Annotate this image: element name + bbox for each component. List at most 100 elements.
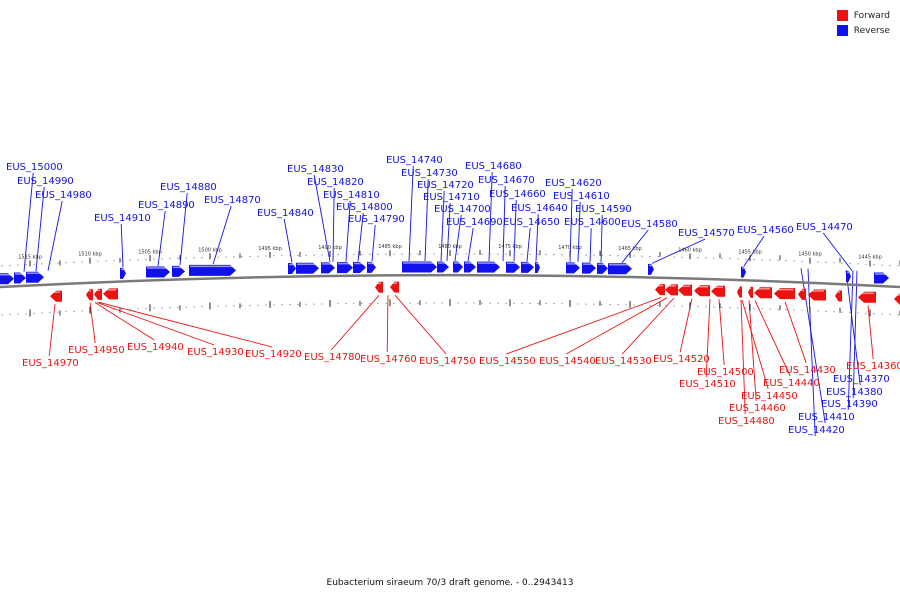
gene-body (477, 261, 500, 273)
leader-lines (23, 165, 874, 437)
scale-label: 1465 kbp (618, 246, 642, 252)
minor-tick (841, 262, 843, 264)
minor-tick (601, 303, 603, 305)
minor-tick (889, 264, 891, 267)
minor-tick (801, 309, 803, 311)
minor-tick (321, 254, 323, 256)
forward-gene (798, 288, 806, 300)
scale-label: 1480 kbp (438, 244, 462, 250)
minor-tick (225, 305, 227, 307)
reverse-leader-line (600, 214, 603, 263)
minor-tick (657, 256, 659, 258)
reverse-gene (874, 272, 889, 284)
minor-tick (17, 264, 19, 266)
minor-tick (65, 262, 67, 264)
minor-tick (729, 307, 731, 309)
minor-tick (81, 261, 83, 263)
gene-body (835, 290, 842, 302)
reverse-gene (0, 273, 14, 285)
reverse-leader-line (743, 235, 765, 267)
gene-body (858, 291, 876, 303)
minor-tick (889, 313, 891, 316)
caption: Eubacterium siraeum 70/3 draft genome. -… (326, 578, 574, 588)
minor-tick (705, 257, 707, 259)
minor-tick (753, 307, 755, 310)
reverse-gene-label: EUS_15000 (6, 162, 63, 173)
reverse-gene-label: EUS_14830 (287, 164, 344, 175)
minor-tick (721, 257, 723, 259)
forward-gene (711, 285, 725, 297)
reverse-gene (597, 262, 608, 274)
reverse-gene-label: EUS_14870 (204, 195, 261, 206)
minor-tick (785, 309, 787, 311)
gene-body (754, 287, 772, 299)
backbone-line (0, 273, 900, 289)
gene-body (737, 286, 742, 298)
forward-leader-line (394, 294, 447, 355)
reverse-leader-line (47, 200, 63, 271)
reverse-gene-label: EUS_14570 (678, 228, 735, 239)
reverse-leader-line (513, 199, 517, 262)
forward-gene-label: EUS_14930 (187, 347, 244, 358)
minor-tick (425, 253, 427, 255)
minor-tick (1, 265, 3, 267)
forward-gene-label: EUS_14550 (479, 356, 536, 367)
minor-tick (625, 255, 627, 257)
minor-tick (865, 263, 867, 265)
minor-tick (745, 258, 747, 260)
forward-gene (774, 288, 795, 300)
minor-tick (865, 312, 867, 314)
minor-tick (153, 258, 155, 260)
forward-gene (754, 287, 772, 299)
minor-tick (49, 262, 51, 265)
minor-tick (41, 312, 43, 314)
forward-gene (748, 286, 753, 298)
minor-tick (825, 261, 827, 263)
minor-tick (497, 253, 499, 255)
gene-body (648, 263, 654, 275)
forward-leader-line (867, 305, 874, 360)
minor-tick (337, 254, 339, 256)
reverse-leader-line (120, 223, 124, 268)
minor-tick (553, 303, 555, 305)
reverse-gene (353, 261, 366, 273)
minor-tick (241, 256, 243, 258)
minor-tick (881, 313, 883, 315)
minor-tick (377, 253, 379, 255)
minor-tick (593, 254, 595, 256)
minor-tick (785, 260, 787, 262)
forward-gene-label: EUS_14940 (127, 342, 184, 353)
forward-gene (86, 289, 93, 301)
minor-tick (665, 305, 667, 307)
minor-tick (441, 253, 443, 255)
minor-tick (665, 256, 667, 258)
minor-tick (169, 307, 171, 309)
minor-tick (561, 254, 563, 256)
minor-tick (633, 255, 635, 257)
minor-tick (561, 303, 563, 305)
gene-body (846, 270, 851, 282)
minor-tick (897, 314, 899, 316)
gene-body (566, 262, 580, 274)
forward-gene (808, 289, 826, 301)
reverse-leader-line (807, 268, 816, 437)
minor-tick (257, 304, 259, 306)
forward-gene (375, 281, 383, 293)
reverse-gene (453, 261, 463, 273)
gene-body (535, 261, 540, 273)
scale-label: 1475 kbp (498, 244, 522, 250)
reverse-gene-label: EUS_14620 (545, 178, 602, 189)
minor-tick (761, 259, 763, 261)
forward-leader-line (718, 299, 725, 366)
gene-body (337, 262, 353, 274)
minor-tick (233, 305, 235, 307)
reverse-gene-label: EUS_14410 (798, 412, 855, 423)
minor-tick (193, 257, 195, 259)
minor-tick (409, 302, 411, 304)
reverse-gene-label: EUS_14390 (821, 399, 878, 410)
reverse-gene-label: EUS_14840 (257, 208, 314, 219)
reverse-gene-label: EUS_14610 (553, 191, 610, 202)
minor-tick (33, 263, 35, 265)
minor-tick (161, 258, 163, 260)
gene-body (146, 266, 170, 278)
